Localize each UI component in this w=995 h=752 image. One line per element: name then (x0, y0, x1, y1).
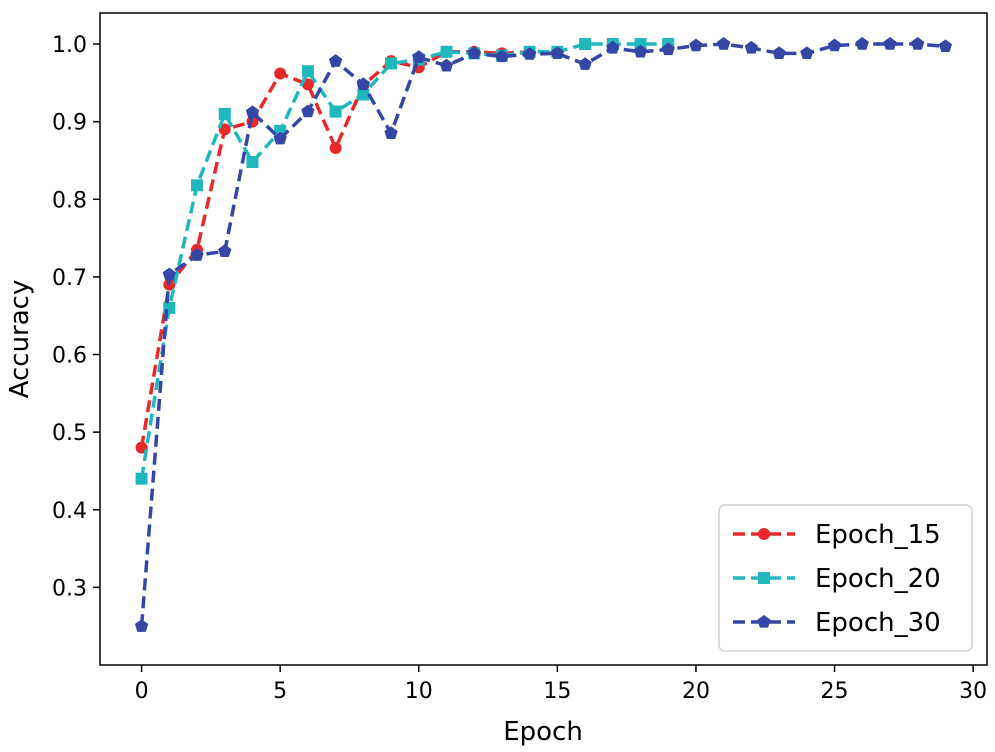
y-tick-label: 0.7 (52, 266, 87, 291)
x-tick-label: 20 (682, 679, 710, 704)
legend-marker (758, 572, 770, 584)
data-point (412, 50, 426, 63)
data-point (384, 126, 398, 139)
data-point (274, 67, 287, 80)
y-tick-label: 0.3 (52, 576, 87, 601)
data-point (772, 46, 786, 60)
data-point (467, 46, 481, 60)
legend-marker (757, 615, 771, 628)
legend-label: Epoch_15 (815, 520, 941, 550)
y-tick-label: 0.8 (52, 188, 87, 213)
data-point (439, 58, 454, 72)
data-point (827, 38, 842, 52)
series-epoch-30 (134, 37, 953, 632)
y-tick-label: 0.5 (52, 421, 87, 446)
data-point (245, 105, 260, 119)
data-point (190, 248, 204, 261)
legend-item: Epoch_15 (733, 520, 941, 550)
axes-layer: 0 5 10 15 20 25 30 0.3 0.4 0.5 0.6 0.7 0.8 0.9 1.0 (52, 33, 987, 704)
data-point (385, 57, 398, 70)
data-point (522, 47, 537, 60)
data-point (440, 45, 453, 58)
data-point (744, 40, 759, 54)
legend-label: Epoch_20 (815, 564, 941, 594)
legend-item: Epoch_20 (733, 564, 941, 594)
y-axis-label: Accuracy (5, 280, 35, 399)
x-tick-label: 15 (543, 679, 571, 704)
legend-marker (758, 528, 770, 540)
data-point (329, 142, 342, 155)
y-tick-label: 1.0 (52, 33, 87, 58)
data-point (134, 619, 149, 632)
data-point (357, 88, 370, 101)
data-point (855, 37, 869, 50)
data-point (717, 37, 731, 50)
data-point (273, 131, 287, 145)
data-point (911, 37, 925, 50)
data-point (329, 105, 342, 118)
data-point (135, 472, 148, 485)
data-point (578, 57, 592, 70)
x-tick-label: 30 (959, 679, 987, 704)
data-point (301, 65, 314, 78)
legend-box (718, 504, 973, 652)
data-point (246, 156, 259, 169)
data-point (938, 39, 953, 53)
legend-item: Epoch_30 (733, 608, 941, 638)
data-point (328, 54, 343, 67)
y-tick-label: 0.6 (52, 344, 87, 369)
x-tick-label: 0 (135, 679, 149, 704)
x-tick-label: 25 (821, 679, 849, 704)
plot-frame (99, 12, 988, 666)
data-point (301, 104, 315, 118)
data-point (495, 49, 509, 63)
data-point (689, 38, 703, 52)
data-point (579, 38, 592, 51)
data-point (550, 46, 565, 60)
data-point (800, 46, 814, 60)
data-point (218, 107, 231, 120)
y-tick-label: 0.9 (52, 111, 87, 136)
series-layer (134, 37, 953, 632)
legend: Epoch_15 Epoch_20 Epoch_30 (718, 504, 973, 652)
data-point (606, 40, 620, 54)
x-tick-label: 10 (405, 679, 433, 704)
data-point (356, 77, 370, 91)
data-point (162, 267, 176, 281)
data-point (191, 179, 204, 192)
data-point (661, 42, 675, 56)
y-tick-label: 0.4 (52, 499, 87, 524)
legend-label: Epoch_30 (815, 608, 941, 638)
x-tick-label: 5 (273, 679, 287, 704)
x-axis-label: Epoch (503, 717, 583, 747)
data-point (218, 244, 232, 257)
data-point (883, 37, 897, 50)
data-point (633, 44, 648, 58)
